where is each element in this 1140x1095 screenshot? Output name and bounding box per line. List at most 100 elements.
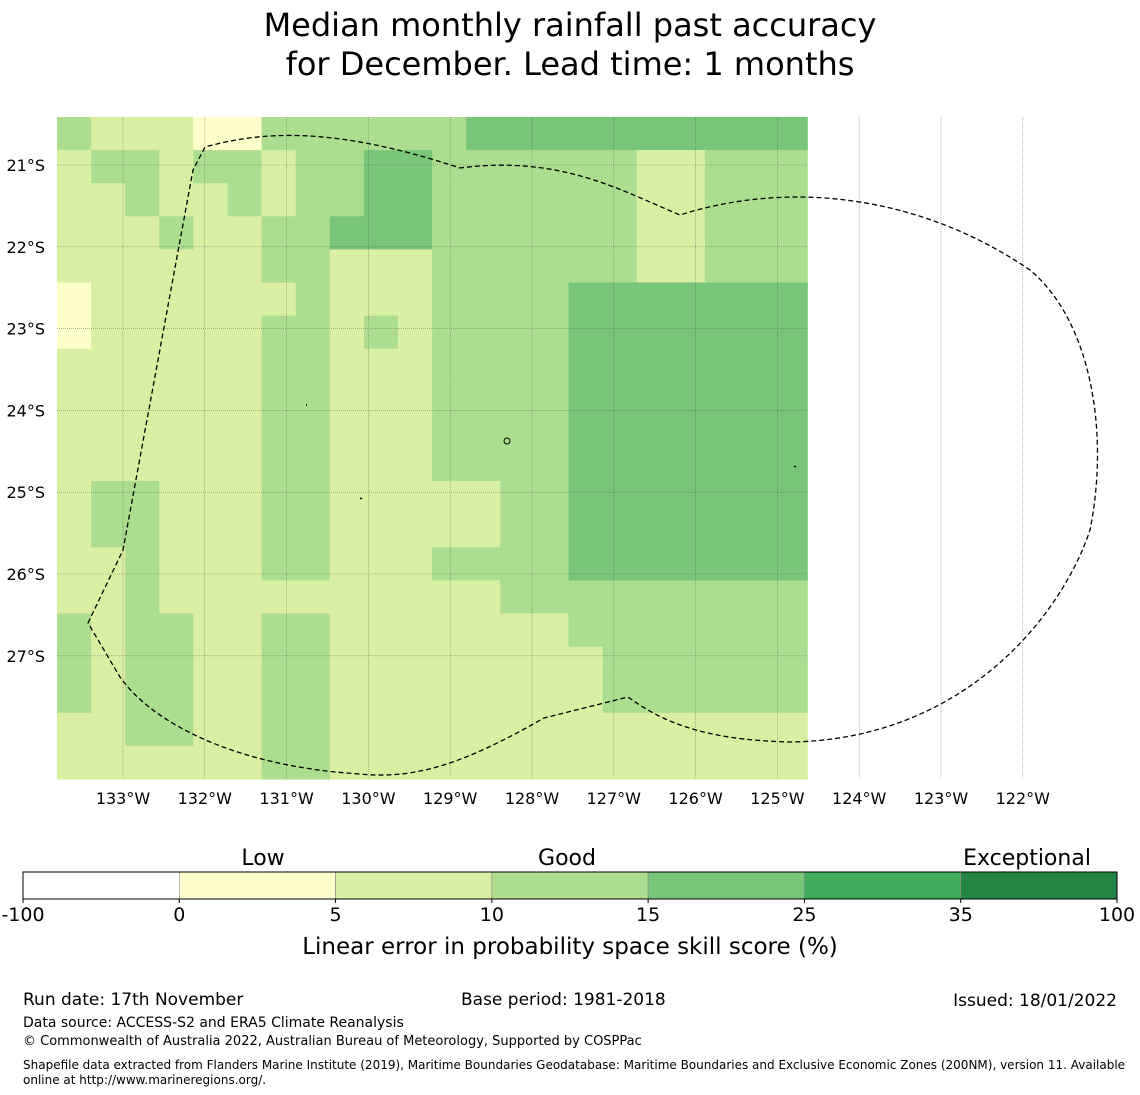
grid-cell: [363, 414, 399, 449]
grid-cell: [602, 381, 638, 416]
grid-cell: [432, 414, 467, 449]
grid-cell: [159, 381, 194, 416]
grid-cell: [432, 646, 467, 681]
grid-cell: [500, 183, 535, 217]
grid-cell: [125, 282, 160, 317]
grid-cell: [773, 315, 808, 350]
grid-cell: [329, 679, 365, 714]
longitude-label: 127°W: [587, 789, 642, 808]
colorbar-segment: [804, 871, 962, 900]
latitude-labels: 21°S 22°S 23°S 24°S 25°S 26°S 27°S: [6, 156, 45, 666]
colorbar: Low Good Exceptional -100 0 5 10 15 25 35 100 Lin…: [1, 846, 1135, 960]
grid-cell: [466, 745, 501, 780]
grid-cell: [704, 745, 740, 780]
grid-cell: [466, 249, 501, 284]
grid-cell: [193, 712, 229, 747]
grid-cell: [773, 613, 808, 648]
grid-cell: [329, 150, 365, 184]
longitude-label: 133°W: [96, 789, 151, 808]
longitude-label: 122°W: [996, 789, 1051, 808]
colorbar-category-label: Low: [241, 846, 284, 871]
grid-cell: [125, 646, 160, 681]
grid-cell: [57, 646, 92, 681]
grid-cell: [295, 282, 331, 317]
grid-cell: [57, 150, 92, 184]
longitude-label: 130°W: [341, 789, 396, 808]
grid-cell: [432, 712, 467, 747]
grid-cell: [670, 712, 706, 747]
grid-cell: [636, 315, 672, 350]
grid-cell: [329, 448, 365, 482]
grid-cell: [91, 580, 126, 615]
grid-cell: [704, 580, 740, 615]
grid-cell: [363, 117, 399, 151]
grid-cell: [193, 150, 229, 184]
grid-cell: [534, 249, 570, 284]
grid-cell: [159, 745, 194, 780]
grid-cell: [398, 381, 433, 416]
grid-cell: [159, 150, 194, 184]
grid-cell: [227, 381, 263, 416]
grid-cell: [568, 514, 604, 548]
colorbar-ticks: -100 0 5 10 15 25 35 100: [1, 899, 1135, 926]
grid-cell: [670, 745, 706, 780]
graticule: [57, 117, 1024, 779]
grid-cell: [500, 481, 535, 515]
grid-cell: [261, 613, 297, 648]
grid-cell: [91, 712, 126, 747]
grid-cell: [636, 679, 672, 714]
grid-cell: [363, 150, 399, 184]
grid-cell: [125, 381, 160, 416]
grid-cell: [568, 414, 604, 449]
grid-cell: [500, 414, 535, 449]
grid-cell: [534, 117, 570, 151]
grid-cell: [91, 315, 126, 350]
grid-cell: [466, 183, 501, 217]
grid-cell: [773, 150, 808, 184]
grid-cell: [432, 514, 467, 548]
longitude-label: 125°W: [750, 789, 805, 808]
grid-cell: [227, 282, 263, 317]
grid-cell: [363, 580, 399, 615]
grid-cell: [193, 646, 229, 681]
grid-cell: [295, 646, 331, 681]
grid-cell: [432, 580, 467, 615]
grid-cell: [295, 249, 331, 284]
grid-cell: [295, 580, 331, 615]
grid-cell: [773, 580, 808, 615]
grid-cell: [602, 414, 638, 449]
grid-cell: [500, 381, 535, 416]
grid-cell: [363, 448, 399, 482]
grid-cell: [398, 514, 433, 548]
grid-cell: [125, 514, 160, 548]
grid-cell: [398, 117, 433, 151]
grid-cell: [91, 150, 126, 184]
grid-cell: [704, 481, 740, 515]
grid-cell: [125, 249, 160, 284]
grid-cell: [227, 216, 263, 250]
grid-cell: [295, 712, 331, 747]
grid-cell: [602, 183, 638, 217]
grid-cell: [227, 679, 263, 714]
colorbar-tick-label: 100: [1099, 904, 1135, 926]
grid-cell: [91, 414, 126, 449]
grid-cell: [568, 613, 604, 648]
grid-cell: [91, 547, 126, 581]
grid-cell: [227, 150, 263, 184]
grid-cell: [363, 216, 399, 250]
grid-cell: [466, 381, 501, 416]
grid-cell: [295, 315, 331, 350]
grid-cell: [193, 448, 229, 482]
grid-cell: [227, 414, 263, 449]
grid-cell: [704, 712, 740, 747]
grid-cell: [773, 216, 808, 250]
island-2: [359, 497, 363, 500]
grid-cell: [193, 216, 229, 250]
grid-cell: [57, 348, 92, 383]
grid-cell: [91, 381, 126, 416]
grid-cell: [261, 448, 297, 482]
grid-cell: [602, 481, 638, 515]
grid-cell: [466, 646, 501, 681]
grid-cell: [500, 613, 535, 648]
grid-cell: [636, 183, 672, 217]
